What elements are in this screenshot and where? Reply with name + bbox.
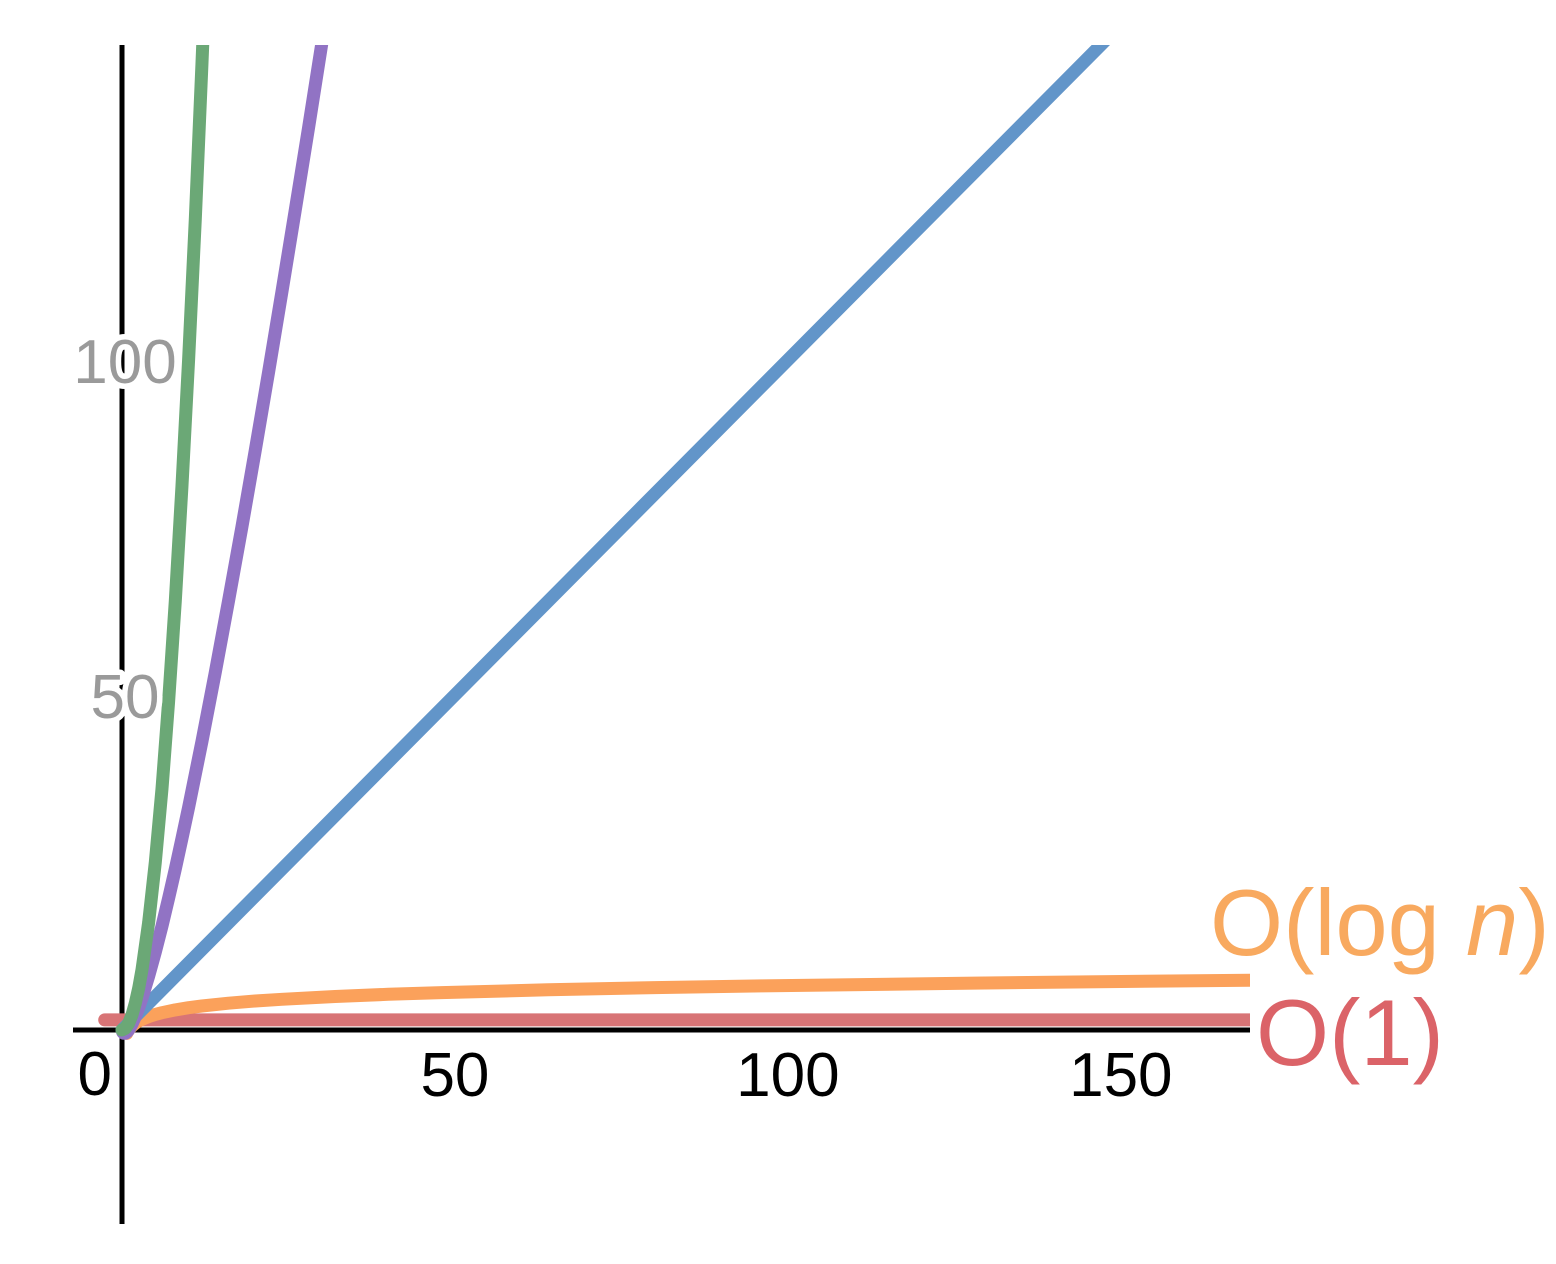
curve-o-n-squared — [115, 45, 210, 1037]
origin-label: 0 — [78, 1040, 112, 1109]
axis-tick-labels: 50 100 150 50 100 0 — [68, 322, 1177, 1114]
label-o-log-n-italic-part: n — [1466, 870, 1518, 975]
curve-labels: O(log n)O(1) — [1210, 870, 1550, 1085]
label-o-1: O(1) — [1256, 980, 1444, 1085]
curves — [98, 45, 1250, 1040]
y-tick-label-50: 50 — [91, 663, 160, 732]
label-o-log-n-part: ) — [1518, 870, 1549, 975]
label-o-log-n: O(log n) — [1210, 870, 1550, 975]
curve-o-n — [115, 45, 1110, 1037]
x-tick-label-150: 150 — [1069, 1041, 1172, 1110]
y-tick-label-100: 100 — [73, 328, 176, 397]
label-o-log-n-part: O(log — [1210, 870, 1466, 975]
label-o-1-part: O(1) — [1256, 980, 1444, 1085]
x-tick-label-50: 50 — [420, 1041, 489, 1110]
x-tick-label-100: 100 — [736, 1041, 839, 1110]
